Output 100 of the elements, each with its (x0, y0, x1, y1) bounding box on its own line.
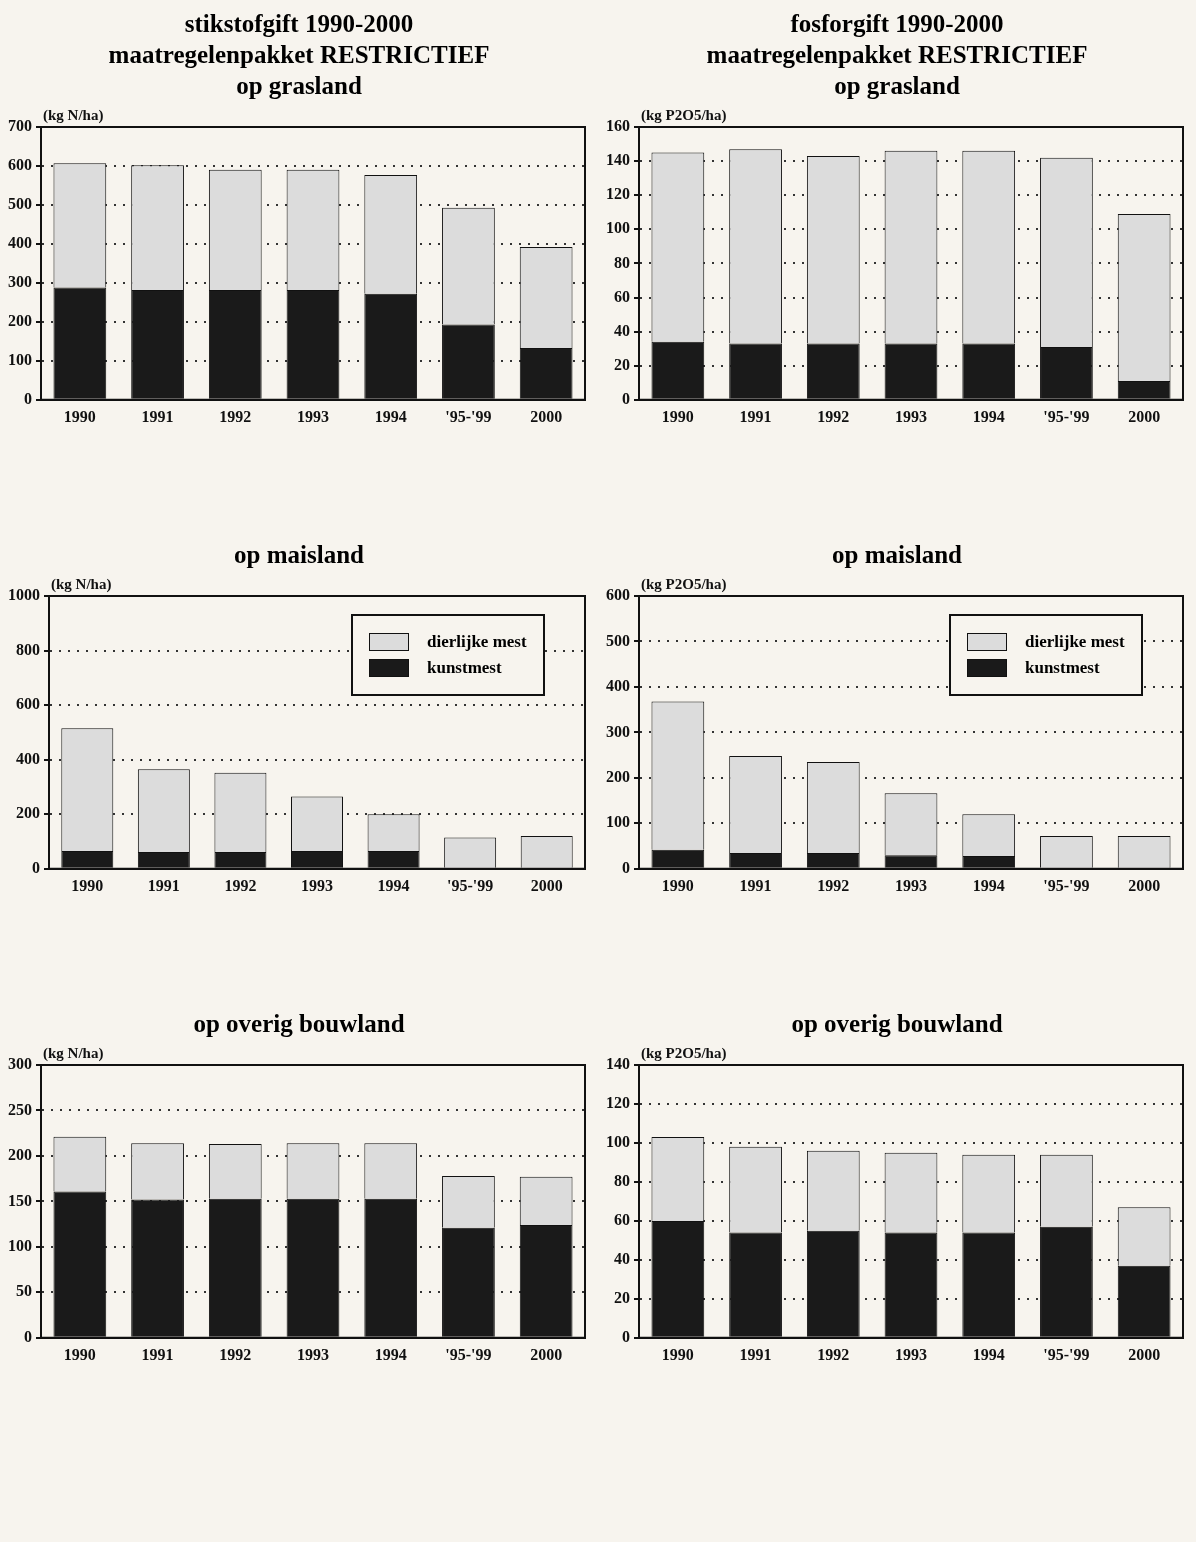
y-tick-label: 300 (8, 1055, 32, 1073)
y-tick-label: 100 (8, 1237, 32, 1255)
x-tick-label: '95-'99 (445, 407, 492, 425)
x-tick-label: 1993 (297, 407, 329, 425)
y-tick-label: 120 (606, 185, 630, 203)
chart-title: op overig bouwland (192, 1009, 406, 1039)
x-tick-label: 2000 (530, 876, 563, 894)
y-tick-label: 40 (614, 321, 630, 339)
y-axis-title: (kg P2O5/ha) (641, 576, 727, 594)
x-tick-label: 1990 (661, 1345, 694, 1363)
y-tick-label: 0 (622, 858, 630, 876)
y-tick-label: 0 (24, 389, 32, 407)
x-tick-label: 1991 (739, 407, 772, 425)
legend-label: kunstmest (1025, 658, 1100, 678)
y-tick-label: 160 (606, 117, 630, 135)
y-tick-label: 400 (8, 234, 32, 252)
y-tick-label: 200 (606, 768, 630, 786)
chart-title: fosforgift 1990-2000 maatregelenpakket RESTRICTIEF op grasland (705, 9, 1089, 101)
x-tick-label: 1992 (219, 407, 252, 425)
y-tick-label: 800 (16, 640, 40, 658)
x-tick-label: 1990 (661, 407, 694, 425)
x-tick-label: 1993 (895, 876, 927, 894)
y-tick-label: 600 (16, 695, 40, 713)
y-tick-label: 250 (8, 1100, 32, 1118)
y-axis-title: (kg N/ha) (51, 576, 112, 594)
x-tick-label: 1990 (71, 876, 104, 894)
y-axis-title: (kg P2O5/ha) (641, 1045, 727, 1063)
y-tick-label: 200 (8, 312, 32, 329)
x-tick-label: 1990 (63, 407, 96, 425)
y-tick-label: 1000 (8, 586, 40, 604)
y-tick-label: 100 (606, 1133, 630, 1151)
x-tick-label: 2000 (530, 1345, 563, 1363)
y-tick-label: 80 (614, 253, 630, 271)
x-tick-label: 1991 (141, 407, 174, 425)
y-tick-label: 0 (24, 1327, 32, 1345)
y-axis-title: (kg P2O5/ha) (641, 107, 727, 125)
y-tick-label: 100 (606, 219, 630, 237)
x-tick-label: 1993 (301, 876, 333, 894)
y-tick-label: 300 (606, 722, 630, 740)
y-tick-label: 400 (16, 749, 40, 767)
y-tick-label: 200 (8, 1146, 32, 1164)
y-tick-label: 200 (16, 804, 40, 822)
x-tick-label: '95-'99 (447, 876, 494, 894)
y-tick-label: 0 (622, 1327, 630, 1345)
chart-title: op overig bouwland (790, 1009, 1004, 1039)
x-tick-label: 1994 (377, 876, 410, 894)
y-tick-label: 140 (606, 1055, 630, 1073)
y-tick-label: 150 (8, 1191, 32, 1209)
y-tick-label: 100 (606, 813, 630, 831)
y-tick-label: 500 (606, 631, 630, 649)
y-tick-label: 300 (8, 273, 32, 291)
y-tick-label: 80 (614, 1172, 630, 1190)
y-tick-label: 100 (8, 350, 32, 368)
legend-label: kunstmest (427, 658, 502, 678)
y-tick-label: 60 (614, 287, 630, 305)
y-tick-label: 400 (606, 677, 630, 695)
y-tick-label: 0 (32, 858, 40, 876)
x-tick-label: '95-'99 (445, 1345, 492, 1363)
y-tick-label: 500 (8, 195, 32, 213)
chart-title: stikstofgift 1990-2000 maatregelenpakket RESTRICTIEF op grasland (107, 9, 491, 101)
chart-title: op maisland (233, 540, 365, 570)
y-tick-label: 40 (614, 1250, 630, 1267)
x-tick-label: 1994 (972, 1345, 1005, 1363)
y-tick-label: 120 (606, 1094, 630, 1112)
x-tick-label: 1992 (219, 1345, 252, 1363)
x-tick-label: 1992 (817, 1345, 850, 1363)
y-axis-title: (kg N/ha) (43, 107, 104, 125)
x-tick-label: '95-'99 (1043, 407, 1090, 425)
x-tick-label: '95-'99 (1043, 1345, 1090, 1363)
x-tick-label: '95-'99 (1043, 876, 1090, 894)
x-tick-label: 1991 (739, 876, 772, 894)
x-tick-label: 1991 (147, 876, 180, 894)
y-tick-label: 50 (16, 1282, 32, 1300)
y-tick-label: 0 (622, 389, 630, 407)
x-tick-label: 2000 (1128, 1345, 1161, 1363)
y-tick-label: 600 (606, 586, 630, 604)
x-tick-label: 1992 (817, 407, 850, 425)
x-tick-label: 2000 (530, 407, 563, 425)
y-tick-label: 140 (606, 151, 630, 169)
x-tick-label: 1994 (374, 407, 407, 425)
x-tick-label: 1991 (739, 1345, 772, 1363)
x-tick-label: 1991 (141, 1345, 174, 1363)
x-tick-label: 1994 (374, 1345, 407, 1363)
x-tick-label: 1994 (972, 876, 1005, 894)
y-tick-label: 20 (614, 355, 630, 373)
x-tick-label: 1990 (661, 876, 694, 894)
chart-title: op maisland (831, 540, 963, 570)
legend-label: dierlijke mest (427, 632, 527, 652)
x-tick-label: 2000 (1128, 876, 1161, 894)
y-tick-label: 600 (8, 156, 32, 174)
y-tick-label: 20 (614, 1288, 630, 1306)
y-tick-label: 700 (8, 117, 32, 135)
x-tick-label: 1990 (63, 1345, 96, 1363)
x-tick-label: 2000 (1128, 407, 1161, 425)
legend-label: dierlijke mest (1025, 632, 1125, 652)
x-tick-label: 1992 (817, 876, 850, 894)
y-axis-title: (kg N/ha) (43, 1045, 104, 1063)
x-tick-label: 1993 (895, 407, 927, 425)
y-tick-label: 60 (614, 1211, 630, 1229)
x-tick-label: 1993 (297, 1345, 329, 1363)
